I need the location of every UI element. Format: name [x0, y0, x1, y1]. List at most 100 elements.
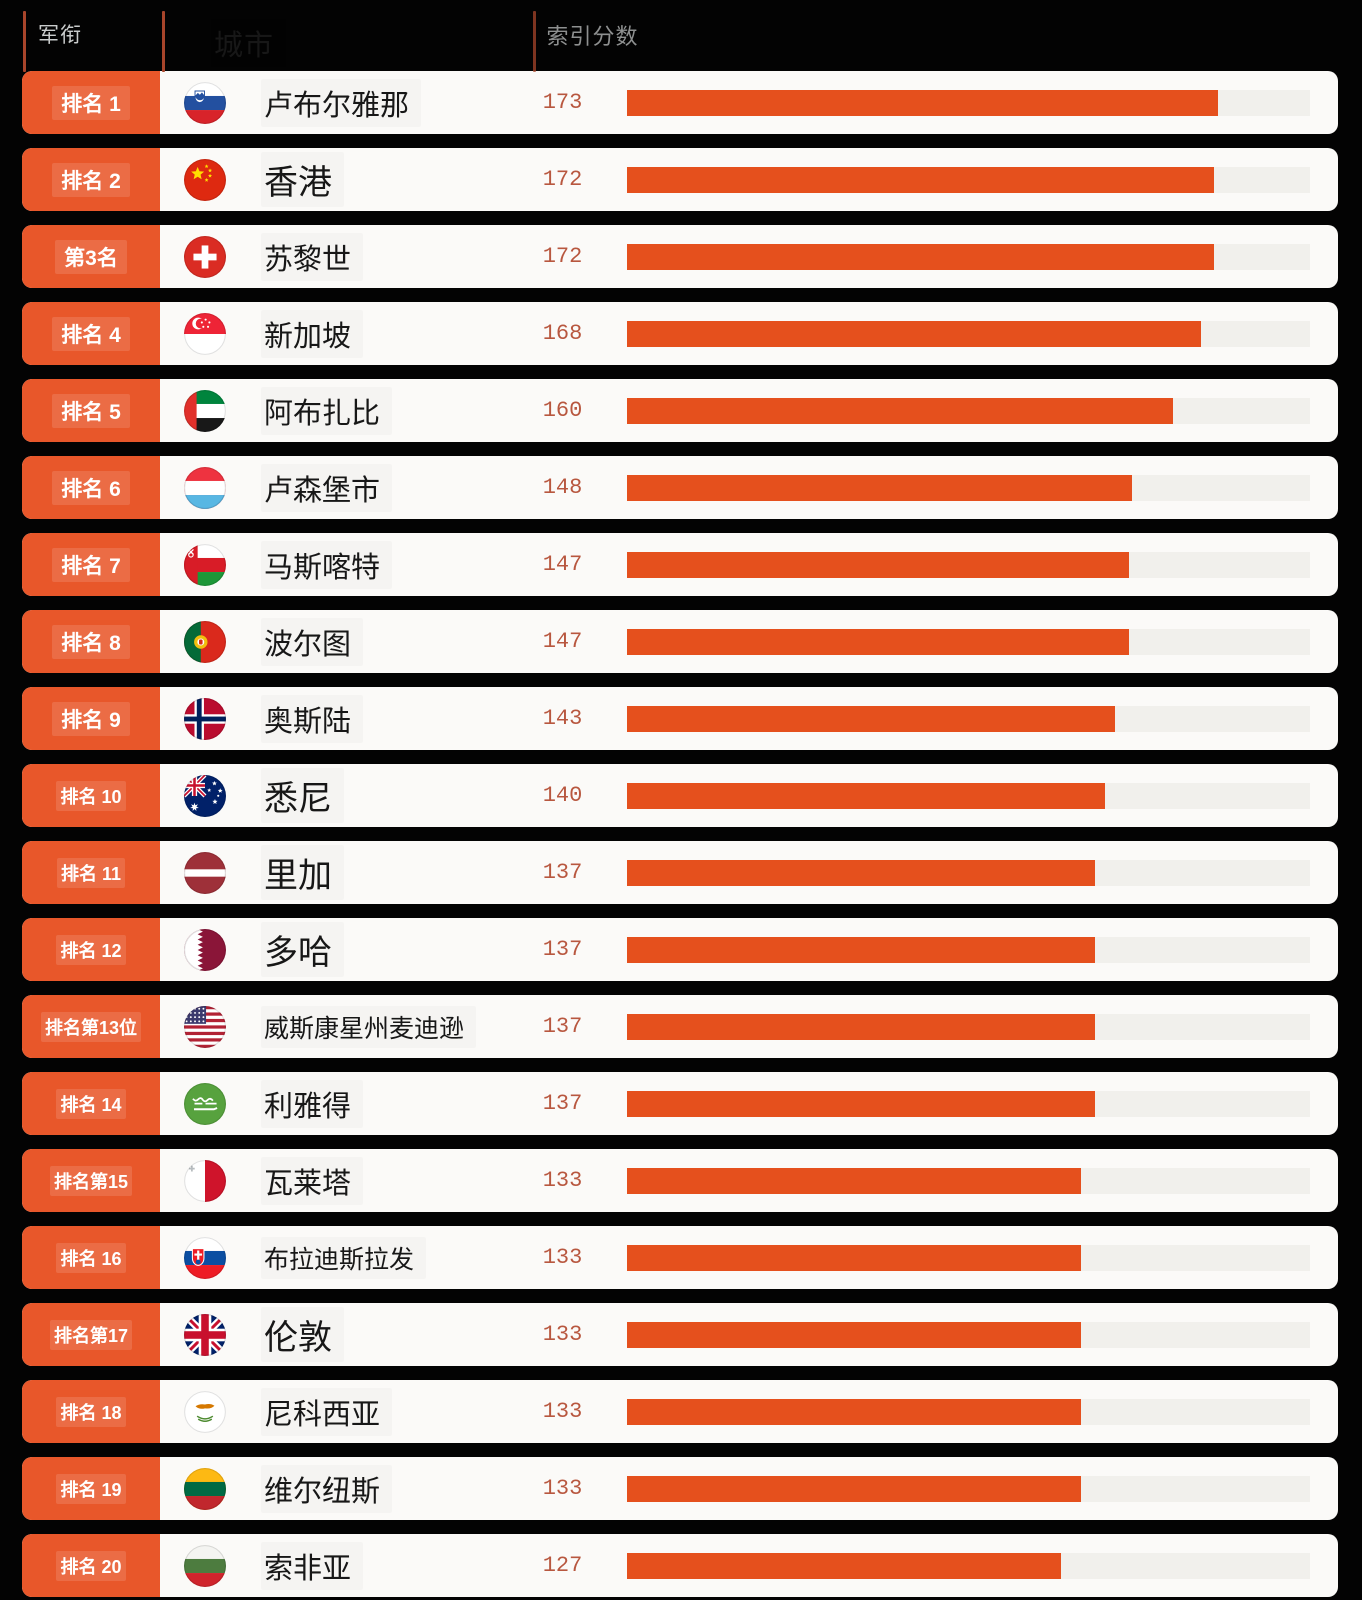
score-bar-fill	[627, 89, 1218, 116]
rank-badge-label: 排名 12	[56, 934, 126, 965]
score-bar-fill	[627, 859, 1095, 886]
table-row: 排名 20 索非亚 127	[22, 1534, 1338, 1597]
row-content: 维尔纽斯 133	[160, 1457, 1338, 1520]
malta-flag-icon	[184, 1159, 226, 1202]
score-bar-fill	[627, 166, 1215, 193]
table-row: 排名 7 马斯喀特 147	[22, 533, 1338, 596]
rank-badge: 第3名	[22, 225, 160, 288]
city-name: 阿布扎比	[261, 387, 392, 435]
header-separator	[162, 11, 165, 72]
score-bar-track	[627, 1475, 1310, 1502]
row-content: 伦敦 133	[160, 1303, 1338, 1366]
saudi-arabia-flag-icon	[184, 1082, 226, 1125]
header-score-label: 索引分数	[546, 26, 639, 51]
city-name: 索非亚	[261, 1542, 363, 1590]
table-row: 排名 9 奥斯陆 143	[22, 687, 1338, 750]
rank-badge-label: 排名 16	[56, 1242, 126, 1273]
row-content: 奥斯陆 143	[160, 687, 1338, 750]
singapore-flag-icon	[184, 312, 226, 355]
rank-badge: 排名 12	[22, 918, 160, 981]
ranking-list: 排名 1 卢布尔雅那 173 排名 2 香港 172	[22, 71, 1338, 1597]
score-bar-fill	[627, 397, 1174, 424]
city-name: 悉尼	[261, 768, 344, 823]
slovenia-flag-icon	[184, 81, 226, 124]
latvia-flag-icon	[184, 851, 226, 894]
score-bar-track	[627, 1244, 1310, 1271]
city-name: 维尔纽斯	[261, 1465, 392, 1513]
row-content: 卢布尔雅那 173	[160, 71, 1338, 134]
score-bar-fill	[627, 1398, 1082, 1425]
score-bar-track	[627, 628, 1310, 655]
score-bar-fill	[627, 551, 1129, 578]
score-bar-track	[627, 397, 1310, 424]
city-name: 威斯康星州麦迪逊	[261, 1006, 476, 1048]
row-content: 悉尼 140	[160, 764, 1338, 827]
city-name: 布拉迪斯拉发	[261, 1237, 426, 1279]
norway-flag-icon	[184, 697, 226, 740]
score-value: 140	[542, 783, 583, 808]
row-content: 新加坡 168	[160, 302, 1338, 365]
rank-badge-label: 排名 2	[52, 162, 130, 197]
city-name: 马斯喀特	[261, 541, 392, 589]
score-bar-track	[627, 859, 1310, 886]
lithuania-flag-icon	[184, 1467, 226, 1510]
rank-badge: 排名 18	[22, 1380, 160, 1443]
score-bar-fill	[627, 1552, 1061, 1579]
qatar-flag-icon	[184, 928, 226, 971]
score-value: 137	[542, 860, 583, 885]
switzerland-flag-icon	[184, 235, 226, 278]
row-content: 尼科西亚 133	[160, 1380, 1338, 1443]
table-row: 排名 6 卢森堡市 148	[22, 456, 1338, 519]
score-value: 133	[542, 1168, 583, 1193]
row-content: 里加 137	[160, 841, 1338, 904]
rank-badge: 排名第15	[22, 1149, 160, 1212]
rank-badge: 排名 4	[22, 302, 160, 365]
portugal-flag-icon	[184, 620, 226, 663]
score-value: 172	[542, 167, 583, 192]
score-value: 148	[542, 475, 583, 500]
rank-badge-label: 排名 9	[52, 701, 130, 736]
table-row: 排名 1 卢布尔雅那 173	[22, 71, 1338, 134]
rank-badge: 排名 8	[22, 610, 160, 673]
rank-badge-label: 排名 19	[56, 1473, 126, 1504]
table-header: 军衔 城市 索引分数	[0, 0, 1362, 72]
score-bar-fill	[627, 474, 1133, 501]
city-name: 香港	[261, 152, 344, 207]
rank-badge: 排名 9	[22, 687, 160, 750]
score-value: 133	[542, 1245, 583, 1270]
score-bar-fill	[627, 1090, 1095, 1117]
table-row: 排名 2 香港 172	[22, 148, 1338, 211]
rank-badge-label: 排名第15	[49, 1165, 133, 1196]
score-value: 160	[542, 398, 583, 423]
city-name: 波尔图	[261, 618, 363, 666]
score-bar-track	[627, 1321, 1310, 1348]
score-bar-fill	[627, 782, 1106, 809]
uae-flag-icon	[184, 389, 226, 432]
bulgaria-flag-icon	[184, 1544, 226, 1587]
table-row: 排名 5 阿布扎比 160	[22, 379, 1338, 442]
score-bar-track	[627, 551, 1310, 578]
uk-flag-icon	[184, 1313, 226, 1356]
score-value: 137	[542, 1091, 583, 1116]
score-bar-track	[627, 474, 1310, 501]
city-name: 奥斯陆	[261, 695, 363, 743]
rank-badge-label: 排名 4	[52, 316, 130, 351]
rank-badge: 排名 2	[22, 148, 160, 211]
score-bar-track	[627, 243, 1310, 270]
row-content: 瓦莱塔 133	[160, 1149, 1338, 1212]
luxembourg-flag-icon	[184, 466, 226, 509]
row-content: 卢森堡市 148	[160, 456, 1338, 519]
score-bar-track	[627, 166, 1310, 193]
row-content: 多哈 137	[160, 918, 1338, 981]
score-value: 133	[542, 1476, 583, 1501]
row-content: 香港 172	[160, 148, 1338, 211]
city-name: 卢布尔雅那	[261, 79, 421, 127]
score-bar-fill	[627, 1244, 1082, 1271]
rank-badge: 排名 14	[22, 1072, 160, 1135]
table-row: 排名第13位 威斯康星州麦迪逊 137	[22, 995, 1338, 1058]
city-name: 里加	[261, 845, 344, 900]
score-value: 173	[542, 90, 583, 115]
row-content: 利雅得 137	[160, 1072, 1338, 1135]
row-content: 布拉迪斯拉发 133	[160, 1226, 1338, 1289]
score-value: 133	[542, 1322, 583, 1347]
